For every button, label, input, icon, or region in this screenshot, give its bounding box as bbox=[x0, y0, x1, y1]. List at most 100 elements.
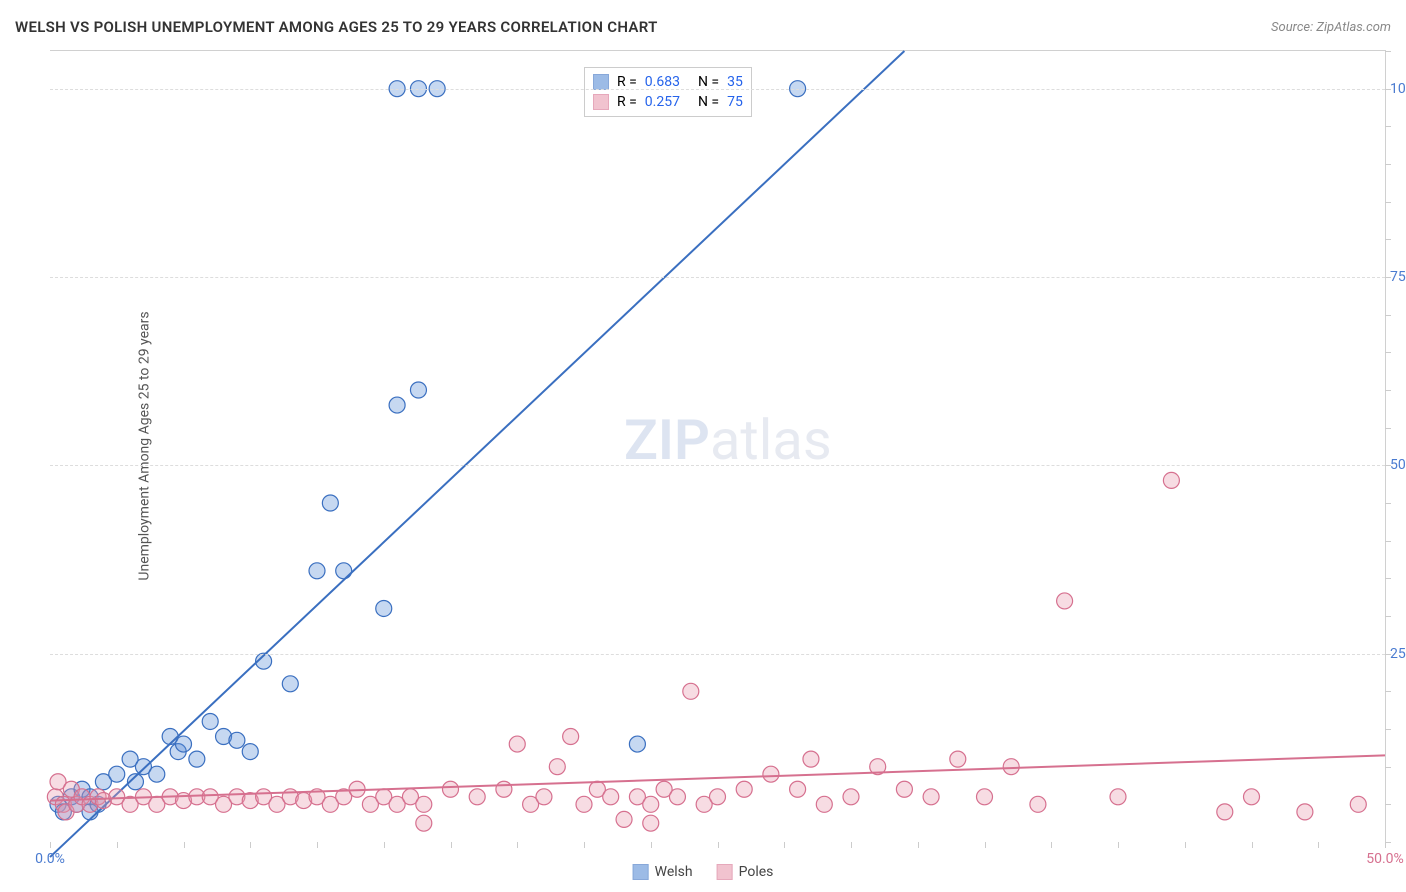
minor-tick-y bbox=[1385, 428, 1391, 429]
data-point bbox=[469, 789, 485, 805]
chart-title: WELSH VS POLISH UNEMPLOYMENT AMONG AGES … bbox=[15, 18, 658, 36]
data-point bbox=[896, 781, 912, 797]
minor-tick-y bbox=[1385, 767, 1391, 768]
legend-label: Welsh bbox=[655, 864, 693, 880]
data-point bbox=[336, 563, 352, 579]
data-point bbox=[1003, 759, 1019, 775]
legend-n-label: N = bbox=[698, 74, 719, 90]
minor-tick-y bbox=[1385, 804, 1391, 805]
minor-tick-y bbox=[1385, 352, 1391, 353]
data-point bbox=[443, 781, 459, 797]
data-point bbox=[309, 563, 325, 579]
data-point bbox=[109, 766, 125, 782]
data-point bbox=[923, 789, 939, 805]
trend-line bbox=[50, 51, 904, 857]
minor-tick-y bbox=[1385, 239, 1391, 240]
minor-tick-y bbox=[1385, 465, 1391, 466]
minor-tick-x bbox=[184, 842, 185, 848]
gridline-h bbox=[50, 465, 1385, 466]
minor-tick-x bbox=[1385, 842, 1386, 848]
data-point bbox=[576, 796, 592, 812]
minor-tick-x bbox=[718, 842, 719, 848]
data-point bbox=[643, 815, 659, 831]
minor-tick-x bbox=[584, 842, 585, 848]
legend-item: Welsh bbox=[633, 864, 693, 880]
data-point bbox=[509, 736, 525, 752]
data-point bbox=[229, 732, 245, 748]
minor-tick-x bbox=[784, 842, 785, 848]
legend-n-value: 75 bbox=[727, 94, 743, 110]
minor-tick-x bbox=[250, 842, 251, 848]
minor-tick-y bbox=[1385, 691, 1391, 692]
minor-tick-y bbox=[1385, 164, 1391, 165]
minor-tick-x bbox=[50, 842, 51, 848]
data-point bbox=[1244, 789, 1260, 805]
legend-stats-box: R =0.683N =35R =0.257N =75 bbox=[584, 67, 752, 117]
legend-swatch bbox=[633, 864, 649, 880]
ytick-label: 100.0% bbox=[1390, 81, 1406, 97]
data-point bbox=[803, 751, 819, 767]
minor-tick-x bbox=[851, 842, 852, 848]
data-point bbox=[389, 397, 405, 413]
data-point bbox=[496, 781, 512, 797]
data-point bbox=[1350, 796, 1366, 812]
legend-r-label: R = bbox=[617, 94, 637, 110]
legend-stats-row: R =0.257N =75 bbox=[593, 92, 743, 112]
minor-tick-x bbox=[451, 842, 452, 848]
data-point bbox=[202, 713, 218, 729]
data-point bbox=[149, 766, 165, 782]
plot-area: ZIPatlas R =0.683N =35R =0.257N =75 25.0… bbox=[50, 50, 1386, 842]
minor-tick-y bbox=[1385, 277, 1391, 278]
xtick-label: 50.0% bbox=[1366, 851, 1404, 867]
data-point bbox=[563, 729, 579, 745]
data-point bbox=[1217, 804, 1233, 820]
data-point bbox=[710, 789, 726, 805]
chart-header: WELSH VS POLISH UNEMPLOYMENT AMONG AGES … bbox=[15, 18, 1391, 36]
data-point bbox=[242, 744, 258, 760]
minor-tick-y bbox=[1385, 51, 1391, 52]
legend-r-label: R = bbox=[617, 74, 637, 90]
minor-tick-x bbox=[117, 842, 118, 848]
minor-tick-x bbox=[1252, 842, 1253, 848]
legend-label: Poles bbox=[739, 864, 774, 880]
data-point bbox=[736, 781, 752, 797]
legend-swatch bbox=[593, 94, 609, 110]
data-point bbox=[977, 789, 993, 805]
ytick-label: 25.0% bbox=[1390, 646, 1406, 662]
chart-svg bbox=[50, 51, 1385, 842]
gridline-h bbox=[50, 654, 1385, 655]
minor-tick-y bbox=[1385, 541, 1391, 542]
gridline-h bbox=[50, 89, 1385, 90]
data-point bbox=[282, 676, 298, 692]
minor-tick-y bbox=[1385, 202, 1391, 203]
minor-tick-y bbox=[1385, 654, 1391, 655]
data-point bbox=[843, 789, 859, 805]
legend-n-label: N = bbox=[698, 94, 719, 110]
legend-swatch bbox=[717, 864, 733, 880]
data-point bbox=[616, 811, 632, 827]
minor-tick-x bbox=[1118, 842, 1119, 848]
minor-tick-x bbox=[1051, 842, 1052, 848]
data-point bbox=[176, 736, 192, 752]
data-point bbox=[950, 751, 966, 767]
data-point bbox=[549, 759, 565, 775]
minor-tick-y bbox=[1385, 578, 1391, 579]
data-point bbox=[683, 683, 699, 699]
minor-tick-x bbox=[384, 842, 385, 848]
data-point bbox=[629, 736, 645, 752]
data-point bbox=[816, 796, 832, 812]
data-point bbox=[376, 600, 392, 616]
minor-tick-x bbox=[1185, 842, 1186, 848]
legend-swatch bbox=[593, 74, 609, 90]
data-point bbox=[416, 796, 432, 812]
legend-item: Poles bbox=[717, 864, 774, 880]
data-point bbox=[763, 766, 779, 782]
minor-tick-x bbox=[985, 842, 986, 848]
data-point bbox=[189, 751, 205, 767]
minor-tick-x bbox=[1318, 842, 1319, 848]
data-point bbox=[603, 789, 619, 805]
minor-tick-y bbox=[1385, 616, 1391, 617]
minor-tick-x bbox=[918, 842, 919, 848]
ytick-label: 50.0% bbox=[1390, 457, 1406, 473]
data-point bbox=[790, 781, 806, 797]
